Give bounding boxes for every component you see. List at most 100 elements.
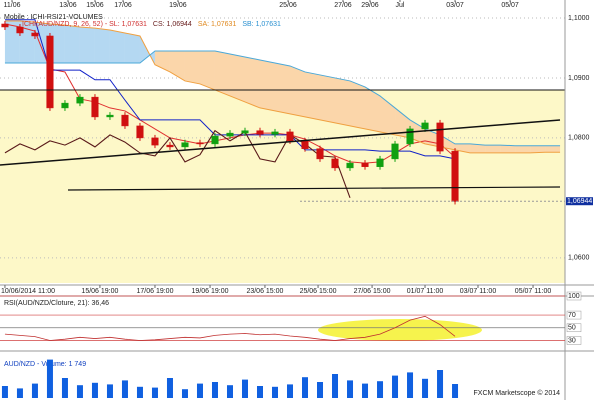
volume-bar (287, 384, 294, 398)
volume-bar (61, 378, 68, 398)
candle-body (181, 142, 189, 148)
cloud (305, 71, 321, 120)
cloud (184, 50, 200, 84)
volume-bar (226, 385, 233, 398)
highlight (318, 319, 482, 341)
volume-title: AUD/NZD - Volume: 1 749 (4, 361, 86, 368)
zone-shade (0, 90, 565, 283)
x-tick-label: 15/06 (86, 2, 104, 9)
cloud (79, 26, 95, 63)
rsi-line (4, 315, 456, 341)
x-tick-label: 19/06 19:00 (192, 288, 229, 295)
x-tick-label: 27/06 (334, 2, 352, 9)
volume-bar (46, 359, 53, 398)
candle-body (421, 122, 429, 130)
volume-bar (437, 370, 444, 398)
x-tick-label: 13/06 (59, 2, 77, 9)
x-tick-label: 03/07 11:00 (460, 288, 497, 295)
candle-body (16, 26, 24, 34)
candle-body (331, 158, 339, 169)
volume-bar (106, 384, 113, 398)
cloud (169, 50, 185, 81)
x-tick-label: 11/06 (4, 2, 21, 9)
cloud (470, 143, 486, 153)
candle-body (136, 125, 144, 139)
candle-body (361, 162, 369, 167)
x-tick-label: 01/07 11:00 (407, 288, 444, 295)
candle-body (1, 23, 9, 28)
rsi-title: RSI(AUD/NZD/Cloture, 21): 36,46 (4, 300, 109, 307)
y-tick-label: 50 (568, 325, 576, 332)
cloud (64, 25, 80, 63)
x-tick-label: 10/06/2014 11:00 (1, 288, 55, 295)
x-tick-label: 17/06 (114, 2, 132, 9)
cloud (350, 80, 366, 129)
volume-bar (196, 383, 203, 398)
volume-bar (16, 388, 23, 398)
volume-bar (407, 372, 414, 398)
candle-body (151, 137, 159, 146)
candle-body (316, 148, 324, 160)
volume-bar (271, 386, 278, 398)
candle-body (166, 144, 174, 148)
cloud (229, 53, 245, 102)
cloud (124, 32, 140, 63)
indicator-line (4, 50, 561, 147)
volume-bar (317, 382, 324, 398)
volume-bar (377, 381, 384, 398)
y-tick-label: 1,0800 (568, 135, 590, 142)
cloud (440, 134, 456, 150)
volume-bar (91, 382, 98, 398)
cloud (380, 95, 396, 135)
volume-bar (166, 378, 173, 398)
volume-bar (241, 379, 248, 398)
candle-body (241, 130, 249, 134)
cloud (274, 62, 291, 114)
x-tick-label: 29/06 (361, 2, 379, 9)
x-tick-label: 17/06 19:00 (136, 288, 173, 295)
cloud (154, 50, 170, 72)
y-tick-label: 1,1000 (568, 15, 590, 22)
cloud (500, 145, 516, 153)
tick-box (566, 310, 582, 320)
x-tick-label: 03/07 (446, 2, 464, 9)
legend-entry: SA: 1,07631 (198, 21, 237, 28)
candle-body (271, 131, 279, 135)
legend-entry: ICHI(AUD/NZD, 9, 26, 52) - SL: 1,07631 (22, 21, 147, 28)
price-box (566, 197, 593, 206)
cloud (19, 20, 35, 63)
x-tick-label: 27/06 15:00 (354, 288, 391, 295)
x-tick-label: 25/06 15:00 (300, 288, 337, 295)
cloud (199, 50, 215, 90)
volume-bar (136, 386, 143, 398)
candle-body (286, 131, 294, 142)
volume-bar (181, 389, 188, 398)
x-tick-label: 05/07 11:00 (515, 288, 552, 295)
cloud (109, 29, 125, 63)
tick-box (566, 323, 582, 333)
cloud (545, 145, 561, 153)
candle-body (61, 102, 69, 109)
cloud (4, 20, 20, 63)
candle-body (31, 32, 39, 37)
price-label: 1,06944 (567, 198, 592, 205)
volume-bar (76, 385, 83, 398)
volume-bar (347, 380, 354, 398)
candle-body (301, 140, 309, 149)
y-tick-label: 70 (568, 312, 576, 319)
volume-bar (256, 386, 263, 398)
y-tick-label: 1,0900 (568, 75, 590, 82)
x-tick-label: 19/06 (169, 2, 187, 9)
cloud (244, 56, 260, 108)
volume-bar (31, 383, 38, 398)
tick-box (566, 336, 582, 345)
indicator-line (4, 20, 561, 154)
x-tick-label: 23/06 15:00 (246, 288, 283, 295)
candle-body (376, 158, 384, 167)
candle-body (391, 143, 399, 160)
cloud (259, 59, 275, 111)
candle-body (406, 128, 414, 145)
support-line (67, 186, 561, 191)
candle-body (91, 96, 99, 118)
